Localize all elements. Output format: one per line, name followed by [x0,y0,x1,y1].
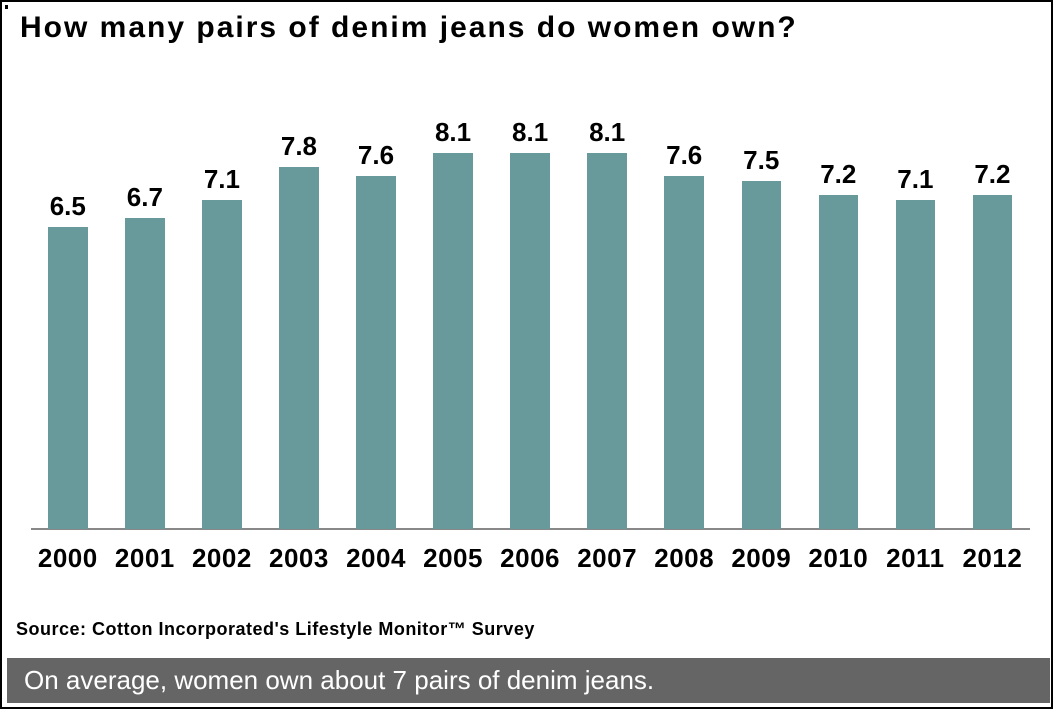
x-tick-label: 2011 [886,543,945,573]
bar-value-label: 8.1 [434,117,472,147]
x-tick-label: 2002 [191,543,252,573]
bar-value-label: 6.7 [126,182,163,212]
bar-value-label: 7.6 [666,140,703,170]
bar-value-label: 8.1 [589,117,626,147]
bar-value-label: 6.5 [49,191,86,221]
bar-value-label: 7.1 [203,164,240,194]
caption-text: On average, women own about 7 pairs of d… [24,665,655,695]
bar-2001 [125,218,165,529]
bar-value-label: 7.1 [897,164,934,194]
bar-2009 [741,181,781,529]
bar-2012 [972,195,1013,529]
chart-title: How many pairs of denim jeans do women o… [20,11,798,44]
x-tick-label: 2000 [37,543,98,573]
caption-bar: On average, women own about 7 pairs of d… [7,658,1050,703]
bar-2008 [664,176,704,529]
stray-mark [5,5,8,9]
x-tick-label: 2009 [731,543,792,573]
bar-2006 [510,153,550,529]
bar-2000 [48,227,88,529]
x-tick-label: 2004 [346,543,406,573]
x-axis-line [31,528,1030,530]
x-tick-label: 2005 [423,543,483,573]
bar-2003 [279,167,319,529]
bar-value-label: 7.2 [974,159,1011,189]
x-tick-label: 2010 [808,543,869,573]
x-tick-label: 2003 [269,543,329,573]
x-tick-label: 2001 [114,543,175,573]
bar-2004 [356,176,396,529]
bar-2010 [818,195,859,529]
bar-2007 [587,153,627,529]
bar-2011 [895,200,936,529]
bar-value-label: 7.5 [743,145,780,175]
x-tick-label: 2012 [962,543,1023,573]
bar-value-label: 7.8 [280,131,318,161]
bar-2002 [202,200,242,529]
bar-value-label: 7.2 [820,159,857,189]
bar-value-label: 8.1 [512,117,549,147]
source-note: Source: Cotton Incorporated's Lifestyle … [16,619,535,639]
x-tick-label: 2007 [577,543,638,573]
x-tick-label: 2008 [654,543,715,573]
bar-2005 [433,153,473,529]
x-tick-label: 2006 [500,543,561,573]
bar-value-label: 7.6 [357,140,395,170]
chart-area: 6.5 2000 6.7 2001 7.1 2002 7.8 2003 7.6 2004 8.1 20… [2,2,1051,602]
